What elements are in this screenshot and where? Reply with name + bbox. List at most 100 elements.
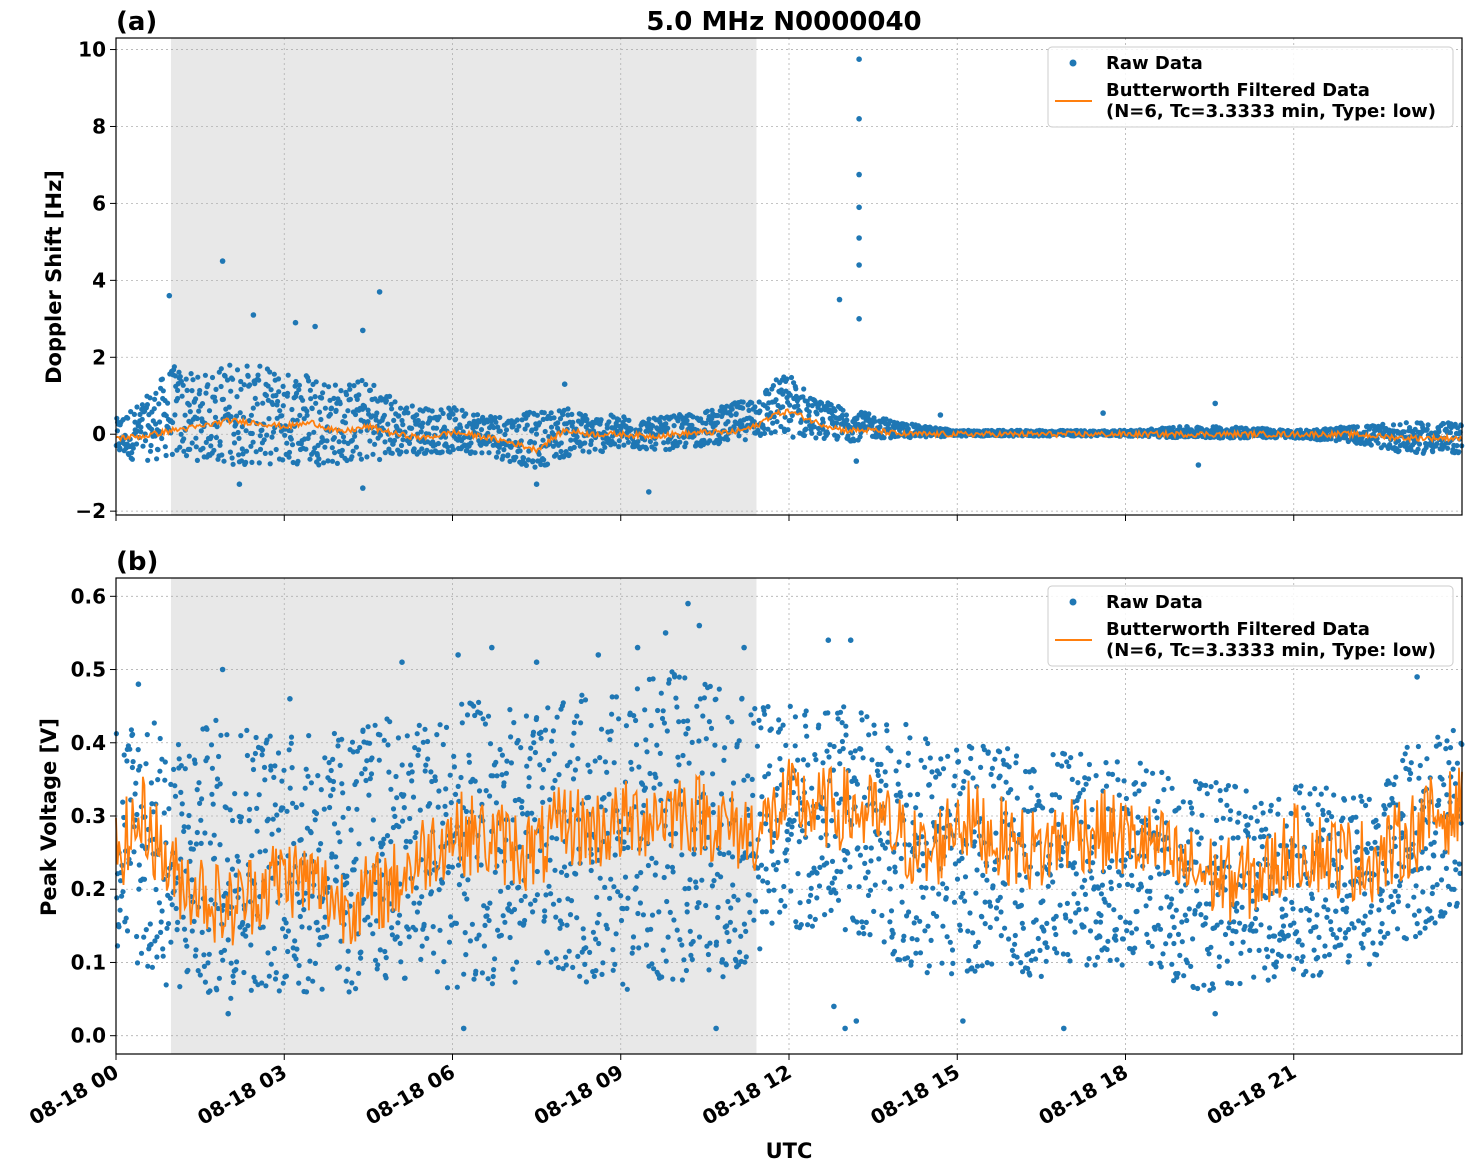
- raw-data-point: [755, 874, 762, 880]
- raw-data-point: [155, 777, 161, 783]
- raw-data-point: [280, 980, 286, 986]
- raw-data-point: [866, 411, 872, 417]
- raw-data-point: [1224, 958, 1230, 964]
- raw-data-point: [542, 428, 548, 435]
- raw-data-point: [268, 767, 274, 773]
- raw-data-point: [312, 323, 318, 330]
- raw-data-point: [601, 795, 607, 801]
- raw-data-point: [759, 794, 765, 800]
- raw-data-point: [924, 970, 930, 976]
- raw-data-point: [907, 792, 913, 798]
- raw-data-point: [447, 914, 454, 920]
- raw-data-point: [801, 386, 807, 392]
- raw-data-point: [350, 749, 356, 755]
- raw-data-point: [1044, 944, 1050, 951]
- raw-data-point: [991, 783, 997, 789]
- raw-data-point: [729, 406, 735, 412]
- raw-data-point: [1240, 939, 1246, 945]
- raw-data-point: [598, 804, 604, 810]
- raw-data-point: [486, 450, 492, 456]
- raw-data-point: [1095, 885, 1101, 891]
- raw-data-point: [159, 435, 165, 442]
- raw-data-point: [148, 442, 154, 449]
- panel-a-legend-raw-marker: [1069, 59, 1077, 67]
- raw-data-point: [842, 927, 848, 933]
- raw-data-point: [508, 734, 514, 740]
- raw-data-point: [745, 773, 751, 779]
- raw-data-point: [408, 762, 414, 768]
- raw-data-point: [360, 485, 366, 491]
- raw-data-point: [289, 765, 295, 771]
- raw-data-point: [808, 892, 814, 898]
- raw-data-point: [371, 430, 377, 436]
- raw-data-point: [757, 946, 763, 952]
- raw-data-point: [272, 976, 279, 982]
- raw-data-point: [856, 235, 862, 241]
- raw-data-point: [1082, 877, 1088, 883]
- raw-data-point: [845, 850, 851, 856]
- raw-data-point: [1089, 807, 1095, 813]
- raw-data-point: [778, 897, 784, 904]
- raw-data-point: [240, 919, 246, 926]
- raw-data-point: [517, 844, 523, 850]
- raw-data-point: [530, 909, 536, 915]
- raw-data-point: [571, 730, 577, 736]
- raw-data-point: [560, 966, 566, 972]
- raw-data-point: [860, 755, 866, 761]
- raw-data-point: [725, 898, 731, 905]
- raw-data-point: [710, 771, 716, 777]
- raw-data-point: [207, 988, 213, 994]
- raw-data-point: [882, 845, 888, 851]
- raw-data-point: [923, 736, 929, 742]
- raw-data-point: [532, 817, 538, 823]
- raw-data-point: [534, 412, 541, 418]
- raw-data-point: [1055, 761, 1061, 767]
- raw-data-point: [493, 419, 499, 425]
- raw-data-point: [605, 830, 611, 837]
- raw-data-point: [585, 762, 591, 768]
- raw-data-point: [715, 904, 721, 911]
- raw-data-point: [693, 879, 699, 885]
- raw-data-point: [316, 462, 322, 468]
- raw-data-point: [856, 930, 862, 936]
- raw-data-point: [348, 827, 354, 833]
- raw-data-point: [485, 976, 491, 982]
- raw-data-point: [301, 907, 307, 913]
- raw-data-point: [1245, 822, 1251, 828]
- raw-data-point: [673, 695, 679, 701]
- raw-data-point: [465, 877, 471, 883]
- raw-data-point: [139, 416, 145, 422]
- raw-data-point: [950, 960, 956, 967]
- raw-data-point: [437, 722, 443, 728]
- raw-data-point: [852, 748, 858, 754]
- raw-data-point: [214, 987, 220, 993]
- raw-data-point: [660, 708, 666, 714]
- raw-data-point: [858, 746, 864, 752]
- raw-data-point: [735, 962, 742, 968]
- raw-data-point: [1175, 970, 1181, 977]
- raw-data-point: [338, 388, 344, 394]
- raw-data-point: [193, 947, 199, 953]
- raw-data-point: [440, 741, 446, 748]
- raw-data-point: [729, 854, 736, 860]
- panel-b: (b) Peak Voltage [V] 0.00.10.20.30.40.50…: [37, 547, 1465, 1060]
- raw-data-point: [197, 387, 203, 394]
- raw-data-point: [1216, 963, 1222, 970]
- raw-data-point: [443, 811, 449, 818]
- raw-data-point: [736, 433, 742, 439]
- y-tick-label: 10: [78, 38, 106, 62]
- raw-data-point: [613, 694, 620, 700]
- raw-data-point: [443, 724, 450, 731]
- raw-data-point: [206, 951, 212, 957]
- raw-data-point: [352, 411, 359, 418]
- raw-data-point: [547, 857, 553, 863]
- raw-data-point: [445, 870, 451, 876]
- raw-data-point: [238, 733, 244, 739]
- raw-data-point: [156, 401, 162, 407]
- raw-data-point: [616, 438, 622, 444]
- raw-data-point: [881, 939, 887, 945]
- raw-data-point: [827, 742, 833, 748]
- raw-data-point: [1075, 780, 1081, 786]
- raw-data-point: [683, 440, 689, 446]
- raw-data-point: [747, 841, 753, 847]
